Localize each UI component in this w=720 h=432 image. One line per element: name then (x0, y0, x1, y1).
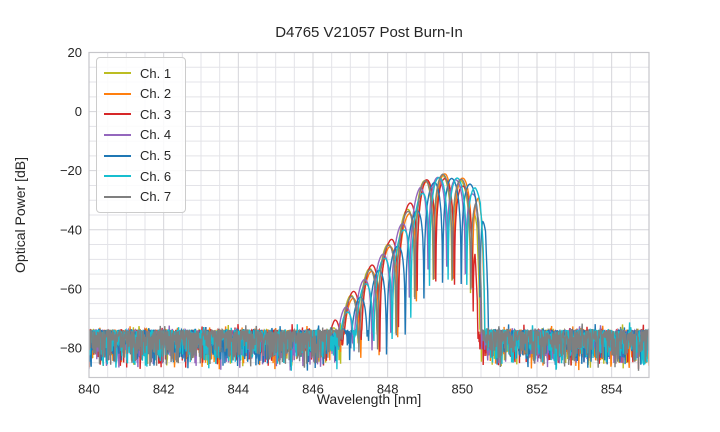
legend-swatch-ch-1 (104, 72, 131, 75)
legend: Ch. 1 Ch. 2 Ch. 3 Ch. 4 Ch. 5 Ch. 6 Ch. 7 (96, 57, 186, 213)
y-tick-label: −80 (60, 340, 82, 355)
legend-item-ch-4: Ch. 4 (104, 128, 185, 141)
x-tick-label: 844 (227, 382, 249, 397)
legend-label-ch-6: Ch. 6 (140, 168, 172, 184)
legend-item-ch-2: Ch. 2 (104, 87, 185, 100)
y-tick-label: −60 (60, 281, 82, 296)
legend-item-ch-5: Ch. 5 (104, 149, 185, 162)
legend-item-ch-6: Ch. 6 (104, 170, 185, 183)
legend-label-ch-5: Ch. 5 (140, 148, 172, 164)
x-tick-label: 854 (601, 382, 623, 397)
y-axis-label: Optical Power [dB] (12, 157, 28, 273)
legend-item-ch-1: Ch. 1 (104, 67, 185, 80)
x-tick-label: 842 (153, 382, 175, 397)
y-tick-labels: 20 0 −20 −40 −60 −80 (60, 45, 82, 355)
y-tick-label: −40 (60, 222, 82, 237)
chart-title: D4765 V21057 Post Burn-In (275, 24, 463, 41)
series-line-ch-7 (89, 173, 649, 371)
legend-label-ch-3: Ch. 3 (140, 106, 172, 122)
legend-swatch-ch-2 (104, 92, 131, 95)
x-tick-label: 850 (451, 382, 473, 397)
legend-label-ch-7: Ch. 7 (140, 189, 172, 205)
y-tick-label: 0 (75, 104, 82, 119)
legend-item-ch-7: Ch. 7 (104, 190, 185, 203)
plot-border (88, 51, 650, 379)
legend-item-ch-3: Ch. 3 (104, 108, 185, 121)
legend-swatch-ch-6 (104, 175, 131, 178)
x-tick-label: 840 (78, 382, 100, 397)
legend-swatch-ch-7 (104, 195, 131, 198)
legend-swatch-ch-4 (104, 133, 131, 136)
x-tick-label: 846 (302, 382, 324, 397)
x-tick-labels: 840 842 844 846 848 850 852 854 (78, 382, 622, 397)
x-tick-label: 848 (377, 382, 399, 397)
x-tick-label: 852 (526, 382, 548, 397)
legend-label-ch-2: Ch. 2 (140, 86, 172, 102)
legend-swatch-ch-3 (104, 113, 131, 116)
legend-label-ch-4: Ch. 4 (140, 127, 172, 143)
y-tick-label: 20 (68, 45, 82, 60)
legend-swatch-ch-5 (104, 154, 131, 157)
y-tick-label: −20 (60, 163, 82, 178)
series-lines (89, 173, 649, 371)
x-axis-label: Wavelength [nm] (316, 391, 422, 407)
legend-label-ch-1: Ch. 1 (140, 65, 172, 81)
